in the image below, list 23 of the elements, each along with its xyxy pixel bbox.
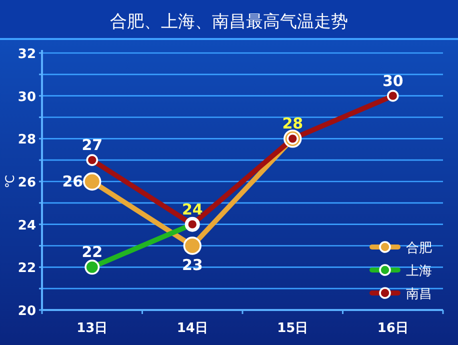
y-tick-label: 20 bbox=[18, 304, 36, 319]
x-tick-label: 13日 bbox=[76, 321, 108, 336]
data-label: 23 bbox=[182, 256, 203, 274]
legend-label: 上海 bbox=[406, 264, 432, 279]
x-tick-label: 16日 bbox=[377, 321, 408, 336]
legend-label: 南昌 bbox=[406, 287, 432, 302]
data-label: 27 bbox=[82, 136, 103, 154]
data-label: 26 bbox=[62, 172, 84, 190]
y-tick-label: 22 bbox=[18, 261, 36, 276]
y-axis-title: ℃ bbox=[3, 174, 17, 188]
data-label: 24 bbox=[182, 200, 203, 218]
chart-title: 合肥、上海、南昌最高气温走势 bbox=[110, 12, 348, 32]
data-label: 28 bbox=[282, 114, 304, 133]
data-label: 30 bbox=[382, 72, 404, 90]
data-label: 22 bbox=[82, 243, 103, 262]
y-tick-label: 28 bbox=[18, 132, 36, 148]
y-tick-label: 24 bbox=[18, 218, 36, 234]
x-tick-label: 14日 bbox=[176, 321, 208, 336]
y-tick-label: 32 bbox=[18, 47, 36, 62]
y-tick-label: 26 bbox=[18, 176, 36, 190]
x-tick-label: 15日 bbox=[277, 321, 308, 336]
legend-label: 合肥 bbox=[406, 241, 432, 256]
y-tick-label: 30 bbox=[18, 90, 36, 105]
